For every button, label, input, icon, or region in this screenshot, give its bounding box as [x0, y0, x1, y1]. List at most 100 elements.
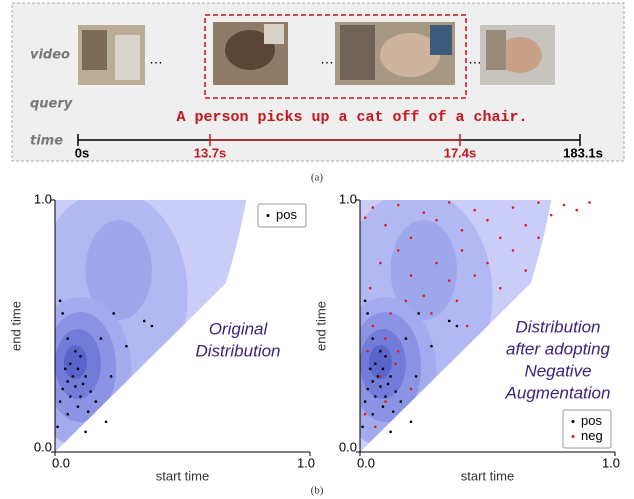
point — [366, 350, 369, 353]
point — [473, 209, 476, 212]
point — [82, 383, 85, 386]
point — [59, 400, 62, 403]
annotation: Distribution — [195, 341, 280, 360]
point — [105, 420, 108, 423]
point — [435, 262, 438, 265]
point — [379, 385, 382, 388]
point — [84, 375, 87, 378]
point — [387, 383, 390, 386]
point — [74, 350, 77, 353]
point — [61, 312, 64, 315]
legend-label: pos — [276, 207, 297, 222]
point — [364, 300, 367, 303]
point — [435, 219, 438, 222]
point — [461, 229, 464, 232]
point — [448, 320, 451, 323]
point — [448, 201, 451, 204]
legend-marker — [267, 214, 270, 217]
point — [410, 420, 413, 423]
point — [397, 204, 400, 207]
point — [379, 262, 382, 265]
row-label: video — [30, 48, 70, 63]
point — [374, 363, 377, 366]
row-label: time — [30, 134, 63, 149]
x-axis-label: start time — [156, 468, 209, 483]
point — [512, 249, 515, 252]
point — [422, 211, 425, 214]
x-tick-label: 0.0 — [52, 455, 70, 470]
y-tick-label: 0.0 — [339, 439, 357, 454]
point — [366, 312, 369, 315]
point — [397, 350, 400, 353]
time-label: 13.7s — [194, 145, 227, 160]
point — [550, 214, 553, 217]
point — [405, 337, 408, 340]
y-tick-label: 0.0 — [34, 439, 52, 454]
point — [384, 355, 387, 358]
annotation: Negative — [524, 361, 591, 380]
point — [397, 249, 400, 252]
point — [473, 274, 476, 277]
point — [456, 325, 459, 328]
point — [422, 294, 425, 297]
point — [466, 325, 469, 328]
legend-marker — [572, 420, 575, 423]
row-label: query — [30, 97, 73, 112]
y-tick-label: 1.0 — [339, 191, 357, 206]
annotation: Distribution — [515, 317, 600, 336]
point — [524, 224, 527, 227]
point — [79, 395, 82, 398]
point — [524, 269, 527, 272]
point — [374, 395, 377, 398]
point — [384, 400, 387, 403]
point — [394, 363, 397, 366]
point — [499, 287, 502, 290]
point — [66, 337, 69, 340]
point — [392, 410, 395, 413]
point — [61, 388, 64, 391]
point — [461, 249, 464, 252]
point — [84, 431, 87, 434]
point — [379, 375, 382, 378]
y-axis-label: end time — [313, 301, 328, 351]
point — [417, 312, 420, 315]
point — [361, 426, 364, 429]
point — [371, 206, 374, 209]
point — [430, 312, 433, 315]
query-text: A person picks up a cat off of a chair. — [176, 109, 527, 126]
x-tick-label: 1.0 — [297, 455, 315, 470]
point — [374, 426, 377, 429]
point — [394, 390, 397, 393]
point — [371, 325, 374, 328]
svg-text:…: … — [320, 51, 334, 67]
point — [371, 413, 374, 416]
point — [79, 355, 82, 358]
time-label: 0s — [75, 145, 89, 160]
x-axis-label: start time — [461, 468, 514, 483]
time-label: 17.4s — [444, 145, 477, 160]
point — [151, 325, 154, 328]
point — [384, 395, 387, 398]
figure: video query time … … … A person picks up… — [0, 0, 634, 499]
point — [95, 400, 98, 403]
point — [64, 368, 67, 371]
point — [382, 368, 385, 371]
caption: (b) — [311, 485, 324, 497]
x-tick-label: 1.0 — [602, 455, 620, 470]
point — [563, 204, 566, 207]
point — [69, 363, 72, 366]
point — [66, 413, 69, 416]
point — [89, 390, 92, 393]
point — [486, 219, 489, 222]
legend-label: pos — [581, 413, 602, 428]
point — [384, 337, 387, 340]
point — [100, 337, 103, 340]
point — [364, 400, 367, 403]
point — [410, 274, 413, 277]
point — [389, 375, 392, 378]
point — [56, 426, 59, 429]
point — [410, 237, 413, 240]
annotation: after adopting — [506, 339, 611, 358]
point — [379, 350, 382, 353]
x-tick-label: 0.0 — [357, 455, 375, 470]
